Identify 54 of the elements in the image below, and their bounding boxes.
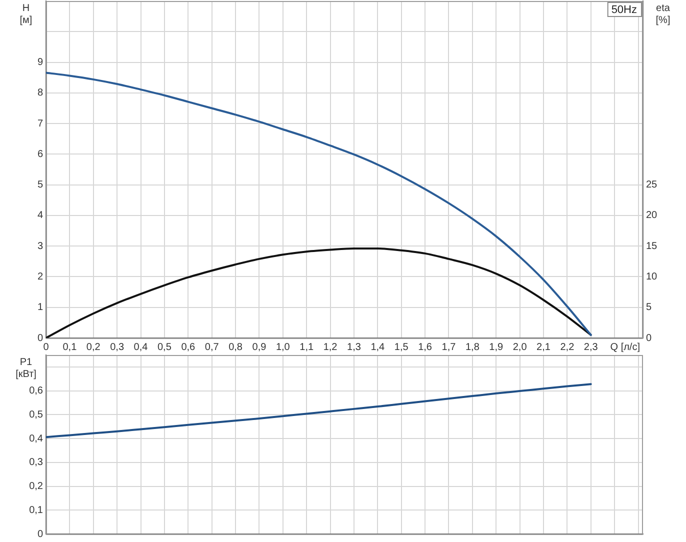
x-tick-label: 2,2 bbox=[560, 342, 575, 353]
x-tick-label: 0,1 bbox=[62, 342, 78, 353]
y-tick-label: 0,6 bbox=[29, 386, 44, 397]
y2-axis-title: eta [%] bbox=[656, 2, 670, 26]
line-series bbox=[46, 383, 592, 438]
x-tick-label: 0,3 bbox=[110, 342, 124, 353]
y-tick-label: 0,5 bbox=[29, 409, 44, 420]
x-tick-label: 1,5 bbox=[394, 342, 409, 353]
x-tick-label: 1,1 bbox=[300, 342, 314, 353]
x-tick-label: 2,0 bbox=[512, 342, 528, 353]
chart-title: 50Hz bbox=[611, 4, 637, 16]
x-axis-title: Q [л/с] bbox=[610, 342, 640, 353]
x-tick-label: 0,9 bbox=[252, 342, 267, 353]
x-tick-label: 1,2 bbox=[323, 342, 338, 353]
x-tick-label: 0,6 bbox=[181, 342, 196, 353]
x-tick-label: 1,7 bbox=[442, 342, 456, 353]
x-tick-label: 2,3 bbox=[584, 342, 598, 353]
x-tick-label: 0,8 bbox=[228, 342, 243, 353]
y-tick-label: 8 bbox=[37, 88, 44, 99]
x-tick-label: 2,1 bbox=[536, 342, 551, 353]
y2-tick-label: 20 bbox=[646, 210, 658, 222]
y-axis-title: P1 [кВт] bbox=[16, 356, 37, 380]
line-series bbox=[46, 72, 592, 336]
y-tick-label: 0,2 bbox=[29, 481, 44, 492]
y-tick-label: 0,1 bbox=[29, 504, 44, 516]
y2-tick-label: 15 bbox=[646, 240, 658, 252]
x-tick-label: 0,5 bbox=[158, 342, 172, 353]
y-tick-label: 4 bbox=[37, 210, 44, 222]
x-tick-label: 1,8 bbox=[465, 342, 480, 353]
y-tick-label: 3 bbox=[37, 240, 44, 252]
y-axis-title: H [м] bbox=[20, 2, 32, 26]
y-tick-label: 1 bbox=[37, 302, 44, 314]
y-tick-label: 0,3 bbox=[29, 457, 44, 468]
y-tick-label: 5 bbox=[37, 180, 44, 191]
x-tick-label: 0,4 bbox=[134, 342, 148, 353]
x-tick-label: 1,4 bbox=[370, 342, 386, 353]
x-tick-label: 1,0 bbox=[276, 342, 290, 353]
y-tick-label: 9 bbox=[37, 57, 44, 68]
x-tick-label: 1,3 bbox=[347, 342, 362, 353]
y-tick-label: 0 bbox=[37, 332, 44, 344]
x-tick-label: 0,2 bbox=[86, 342, 101, 353]
y-tick-label: 7 bbox=[37, 118, 44, 130]
x-tick-label: 1,9 bbox=[489, 342, 504, 353]
y2-tick-label: 0 bbox=[646, 332, 652, 344]
x-tick-label: 1,6 bbox=[418, 342, 432, 353]
y2-tick-label: 5 bbox=[646, 302, 652, 314]
line-series bbox=[46, 248, 592, 338]
y2-tick-label: 25 bbox=[646, 180, 658, 191]
y-tick-label: 0,4 bbox=[29, 433, 44, 444]
y-tick-label: 0 bbox=[37, 528, 44, 540]
y2-tick-label: 10 bbox=[646, 271, 658, 282]
x-tick-label: 0,7 bbox=[204, 342, 220, 353]
y-tick-label: 6 bbox=[37, 148, 44, 160]
y-tick-label: 2 bbox=[37, 271, 44, 282]
